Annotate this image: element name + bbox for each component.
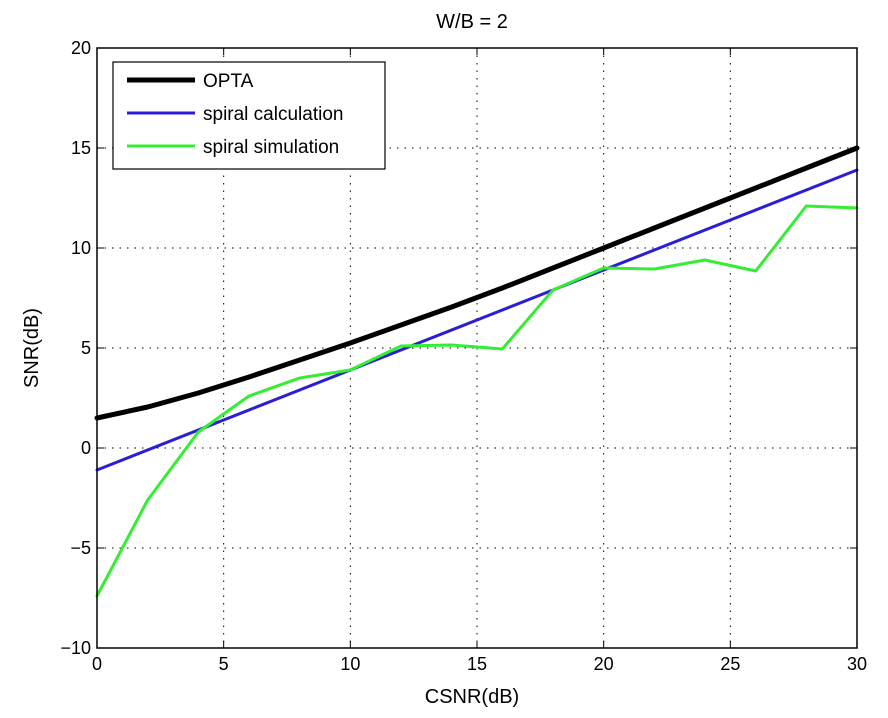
y-axis-label: SNR(dB)	[21, 308, 43, 388]
x-tick-label: 0	[92, 654, 102, 674]
x-tick-label: 30	[847, 654, 867, 674]
series-line-spiral-simulation	[95, 204, 859, 598]
series-line-opta	[94, 145, 860, 421]
y-tick-label: 10	[71, 238, 91, 258]
legend-label: OPTA	[203, 71, 254, 92]
x-axis-label: CSNR(dB)	[425, 686, 519, 708]
axis-ticks: 0 5 10 15 20 25 30 −10 −5 0 5 10 15 20	[60, 38, 867, 674]
series-lines	[94, 145, 860, 598]
y-tick-label: 0	[81, 438, 91, 458]
x-tick-label: 15	[467, 654, 487, 674]
x-tick-label: 5	[219, 654, 229, 674]
y-tick-label: −5	[70, 538, 91, 558]
legend-label: spiral calculation	[203, 104, 343, 125]
y-tick-label: 5	[81, 338, 91, 358]
x-tick-label: 20	[594, 654, 614, 674]
x-tick-label: 10	[340, 654, 360, 674]
chart-title: W/B = 2	[436, 11, 508, 33]
legend-label: spiral simulation	[203, 137, 339, 158]
series-line-spiral-calculation	[95, 168, 859, 472]
legend: OPTA spiral calculation spiral simulation	[112, 61, 386, 170]
y-tick-label: 20	[71, 38, 91, 58]
y-tick-label: −10	[60, 638, 91, 658]
x-tick-label: 25	[720, 654, 740, 674]
y-tick-label: 15	[71, 138, 91, 158]
